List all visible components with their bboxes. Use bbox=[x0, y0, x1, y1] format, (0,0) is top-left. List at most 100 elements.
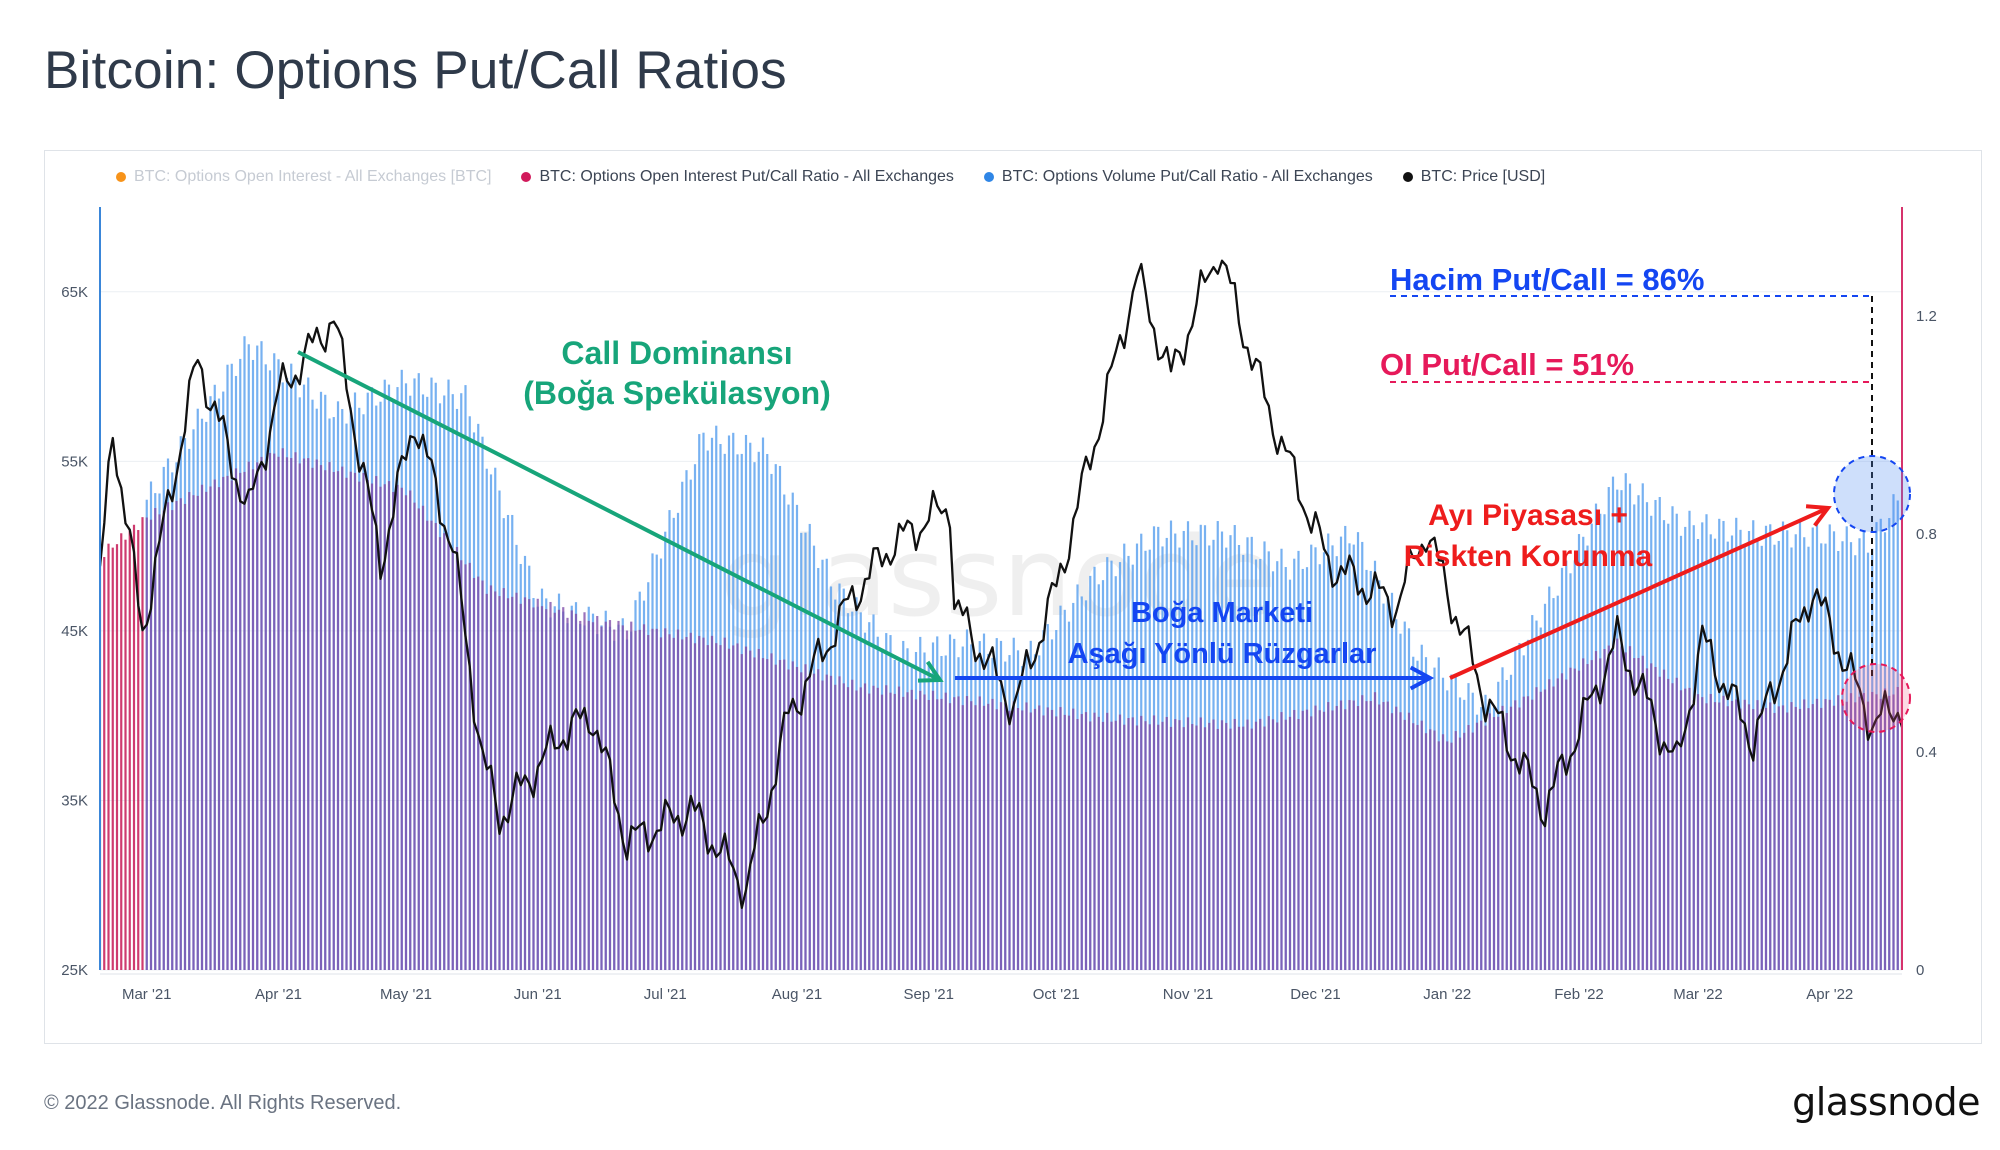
oi-put-call-bar bbox=[1225, 722, 1228, 970]
oi-put-call-bar bbox=[447, 541, 450, 970]
x-tick-label: Mar '22 bbox=[1673, 986, 1723, 1003]
oi-put-call-bar bbox=[1548, 679, 1551, 970]
oi-put-call-bar bbox=[1560, 673, 1564, 970]
oi-put-call-bar bbox=[1845, 701, 1848, 970]
oi-put-call-bar bbox=[1607, 645, 1610, 970]
oi-put-call-bar bbox=[829, 675, 833, 970]
oi-put-call-bar bbox=[1254, 721, 1258, 970]
oi-put-call-bar bbox=[1777, 706, 1780, 970]
oi-put-call-bar bbox=[1390, 713, 1394, 970]
oi-put-call-bar bbox=[1237, 726, 1241, 970]
oi-put-call-bar bbox=[1535, 687, 1538, 970]
oi-put-call-bar bbox=[375, 476, 378, 970]
call-dominance-arrow-head bbox=[917, 660, 944, 683]
oi-put-call-bar bbox=[1131, 717, 1134, 970]
oi-put-call-bar bbox=[328, 462, 331, 970]
oi-put-call-bar bbox=[120, 533, 123, 970]
legend-item-oi-put-call[interactable]: BTC: Options Open Interest Put/Call Rati… bbox=[521, 168, 954, 186]
oi-put-call-bar bbox=[672, 637, 675, 970]
legend-item-price[interactable]: BTC: Price [USD] bbox=[1402, 168, 1546, 186]
legend-item-open-interest[interactable]: BTC: Options Open Interest - All Exchang… bbox=[116, 168, 491, 186]
oi-put-call-bar bbox=[1675, 677, 1678, 970]
oi-put-call-bar bbox=[370, 483, 374, 970]
oi-put-call-bar bbox=[540, 606, 544, 970]
oi-put-call-bar bbox=[1888, 695, 1891, 970]
oi-put-call-bar bbox=[749, 650, 752, 970]
oi-put-call-bar bbox=[736, 643, 739, 970]
oi-put-call-bar bbox=[451, 551, 454, 970]
oi-put-call-bar bbox=[1446, 741, 1449, 970]
oi-put-call-bar bbox=[366, 479, 369, 970]
oi-put-call-bar bbox=[481, 580, 484, 970]
oi-put-call-bar bbox=[1658, 676, 1661, 970]
oi-put-call-bar bbox=[1811, 704, 1814, 970]
chart-frame bbox=[44, 150, 1982, 1044]
oi-put-call-bar bbox=[392, 491, 395, 970]
oi-put-call-bar bbox=[1420, 720, 1423, 970]
oi-put-call-bar bbox=[1195, 725, 1198, 970]
legend-label: BTC: Price [USD] bbox=[1420, 168, 1546, 185]
legend-label: BTC: Options Volume Put/Call Ratio - All… bbox=[1001, 168, 1373, 185]
oi-put-call-bar bbox=[498, 596, 501, 970]
oi-put-call-bar bbox=[702, 637, 705, 970]
oi-put-call-bar bbox=[1199, 717, 1202, 970]
oi-put-call-bar bbox=[1174, 719, 1177, 970]
oi-put-call-bar bbox=[1798, 708, 1802, 970]
oi-put-call-bar bbox=[545, 609, 548, 970]
call-dominance-arrow-shaft bbox=[297, 350, 941, 682]
oi-put-call-bar bbox=[332, 472, 335, 970]
oi-put-call-bar bbox=[1110, 721, 1113, 970]
oi-put-call-bar bbox=[1186, 717, 1190, 970]
chart-legend: BTC: Options Open Interest - All Exchang… bbox=[116, 168, 1545, 186]
bull-market-label: Boğa Marketi bbox=[1131, 597, 1313, 629]
oi-put-call-bar bbox=[855, 690, 858, 970]
oi-put-call-bar bbox=[1148, 724, 1151, 970]
oi-put-call-bar bbox=[770, 653, 773, 970]
oi-put-call-bar bbox=[1586, 664, 1589, 970]
oi-put-call-bar bbox=[1004, 703, 1007, 970]
oi-put-call-bar bbox=[234, 468, 238, 970]
oi-put-call-bar bbox=[404, 495, 408, 970]
oi-put-call-bar bbox=[1582, 658, 1585, 970]
oi-put-call-label: OI Put/Call = 51% bbox=[1380, 347, 1634, 382]
y-right-tick-label: 1.2 bbox=[1916, 308, 1937, 325]
page-title: Bitcoin: Options Put/Call Ratios bbox=[44, 41, 787, 100]
oi-put-call-bar bbox=[273, 453, 276, 970]
oi-put-call-bar bbox=[863, 683, 867, 970]
oi-put-call-bar bbox=[800, 672, 803, 970]
oi-put-call-bar bbox=[910, 689, 913, 970]
oi-put-call-bar bbox=[1858, 696, 1861, 970]
call-dominance-label: Call Dominansı bbox=[561, 335, 792, 371]
oi-put-call-bar bbox=[944, 692, 947, 970]
oi-put-call-bar bbox=[1828, 699, 1831, 970]
oi-put-call-bar bbox=[1059, 707, 1062, 970]
oi-put-call-bar bbox=[1645, 668, 1649, 970]
oi-put-call-bar bbox=[1169, 726, 1173, 970]
oi-put-call-bar bbox=[1144, 721, 1147, 970]
oi-put-call-bar bbox=[319, 465, 323, 970]
oi-put-call-bar bbox=[872, 685, 875, 970]
oi-put-call-bar bbox=[1556, 678, 1559, 970]
oi-put-call-bar bbox=[494, 591, 497, 970]
oi-put-call-bar bbox=[1101, 721, 1105, 970]
oi-put-call-bar bbox=[825, 674, 828, 970]
oi-put-call-bar bbox=[1140, 715, 1143, 970]
oi-put-call-bar bbox=[1786, 712, 1789, 970]
oi-put-call-bar bbox=[137, 530, 140, 970]
y-left-tick-label: 55K bbox=[61, 453, 88, 470]
oi-put-call-bar bbox=[294, 452, 297, 970]
oi-put-call-bar bbox=[1696, 694, 1700, 970]
oi-put-call-bar bbox=[443, 533, 446, 970]
oi-put-call-bar bbox=[991, 698, 994, 970]
oi-put-call-bar bbox=[625, 630, 629, 970]
oi-put-call-bar bbox=[604, 621, 607, 970]
oi-put-call-bar bbox=[1331, 710, 1334, 970]
oi-put-call-bar bbox=[1726, 706, 1729, 970]
oi-put-call-bar bbox=[715, 643, 718, 970]
y-right-tick-label: 0.8 bbox=[1916, 526, 1937, 543]
oi-put-call-bar bbox=[846, 687, 850, 970]
legend-item-volume-put-call[interactable]: BTC: Options Volume Put/Call Ratio - All… bbox=[983, 168, 1373, 186]
oi-put-call-bar bbox=[183, 503, 187, 970]
oi-put-call-bar bbox=[268, 452, 272, 970]
oi-put-call-bar bbox=[787, 669, 790, 970]
